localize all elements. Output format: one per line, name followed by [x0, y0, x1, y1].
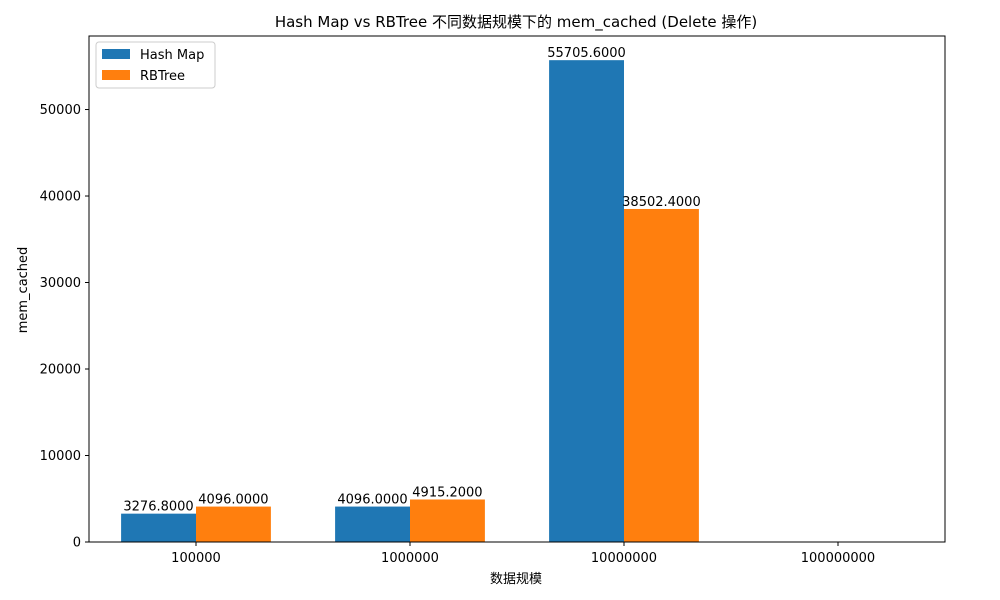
legend-swatch-hash-map: [102, 49, 130, 59]
x-tick-label: 10000000: [591, 551, 657, 566]
x-axis: 100000 1000000 10000000 100000000: [171, 542, 875, 566]
y-axis-title: mem_cached: [16, 247, 31, 334]
plot-area: 3276.8000 4096.0000 55705.6000 4096.0000 491…: [121, 46, 701, 543]
y-tick-label: 50000: [40, 103, 81, 118]
bar-value-label: 4096.0000: [337, 493, 407, 508]
y-tick-label: 20000: [40, 363, 81, 378]
x-tick-label: 100000: [171, 551, 221, 566]
y-tick-label: 40000: [40, 190, 81, 205]
bar-rbtree: [624, 208, 699, 542]
legend-label: Hash Map: [140, 48, 204, 63]
y-tick-label: 10000: [40, 449, 81, 464]
x-tick-label: 1000000: [381, 551, 439, 566]
bar-value-label: 3276.8000: [123, 500, 193, 515]
legend: Hash Map RBTree: [95, 41, 216, 89]
y-tick-label: 0: [73, 536, 81, 551]
y-tick-label: 30000: [40, 276, 81, 291]
bar-hash-map: [121, 513, 196, 542]
chart-title: Hash Map vs RBTree 不同数据规模下的 mem_cached (…: [275, 13, 757, 32]
x-axis-title: 数据规模: [490, 572, 542, 587]
bar-hash-map: [549, 60, 624, 543]
legend-label: RBTree: [140, 69, 185, 84]
bar-value-label: 55705.6000: [547, 46, 626, 61]
y-axis: 0 10000 20000 30000 40000 50000: [40, 103, 89, 551]
bar-value-label: 4915.2000: [412, 485, 482, 500]
bar-value-label: 4096.0000: [198, 493, 268, 508]
legend-swatch-rbtree: [102, 70, 130, 80]
bar-rbtree: [196, 506, 271, 542]
bar-hash-map: [335, 506, 410, 542]
bar-rbtree: [410, 499, 485, 542]
plot-frame: [88, 35, 946, 543]
x-tick-label: 100000000: [801, 551, 875, 566]
bar-value-label: 38502.4000: [622, 195, 701, 210]
